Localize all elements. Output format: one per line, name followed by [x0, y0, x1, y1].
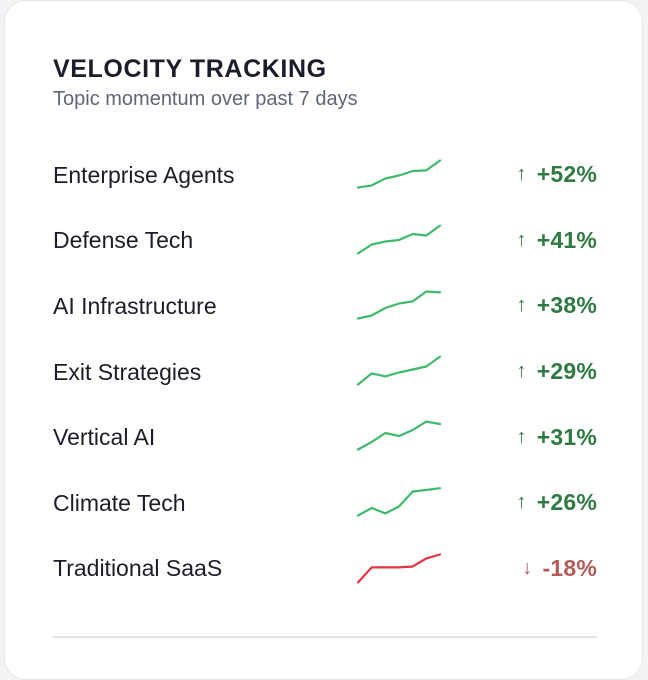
- topic-row[interactable]: Vertical AI ↑ +31%: [53, 404, 597, 470]
- card-subtitle: Topic momentum over past 7 days: [53, 88, 358, 110]
- sparkline: [356, 487, 442, 517]
- topic-label: Enterprise Agents: [53, 161, 235, 188]
- topic-row[interactable]: Defense Tech ↑ +41%: [53, 208, 597, 274]
- change-value: ↑ +38%: [517, 273, 597, 339]
- topic-row[interactable]: AI Infrastructure ↑ +38%: [53, 273, 597, 339]
- change-percent: +26%: [536, 489, 597, 516]
- card-header: VELOCITY TRACKING Topic momentum over pa…: [53, 54, 358, 112]
- sparkline-path: [356, 552, 442, 584]
- divider: [53, 636, 597, 638]
- topic-row[interactable]: Climate Tech ↑ +26%: [53, 470, 597, 536]
- sparkline: [356, 355, 442, 386]
- arrow-down-icon: ↓: [522, 556, 533, 579]
- sparkline-path: [356, 224, 442, 255]
- sparkline-path: [356, 290, 442, 320]
- change-value: ↑ +26%: [517, 470, 597, 536]
- arrow-up-icon: ↑: [516, 228, 527, 251]
- change-percent: +52%: [536, 161, 597, 188]
- sparkline: [356, 290, 442, 320]
- arrow-up-icon: ↑: [516, 360, 527, 383]
- change-percent: +41%: [536, 226, 597, 253]
- sparkline: [356, 224, 442, 255]
- sparkline: [356, 159, 442, 189]
- change-value: ↑ +52%: [517, 142, 597, 208]
- topic-row[interactable]: Enterprise Agents ↑ +52%: [53, 142, 597, 208]
- change-percent: -18%: [542, 554, 597, 581]
- topic-list: Enterprise Agents ↑ +52% Defense Tech ↑ +41% A…: [53, 142, 597, 601]
- topic-row[interactable]: Traditional SaaS ↓ -18%: [53, 536, 597, 602]
- topic-label: Vertical AI: [53, 424, 156, 451]
- velocity-tracking-card: VELOCITY TRACKING Topic momentum over pa…: [4, 0, 643, 680]
- sparkline: [356, 552, 442, 584]
- arrow-up-icon: ↑: [516, 294, 527, 317]
- topic-label: AI Infrastructure: [53, 292, 217, 319]
- change-value: ↓ -18%: [522, 536, 597, 602]
- arrow-up-icon: ↑: [516, 425, 527, 448]
- topic-label: Traditional SaaS: [53, 555, 223, 582]
- change-percent: +29%: [536, 358, 597, 385]
- sparkline-path: [356, 420, 442, 451]
- topic-row[interactable]: Exit Strategies ↑ +29%: [53, 339, 597, 405]
- change-percent: +31%: [536, 423, 597, 450]
- card-title: VELOCITY TRACKING: [53, 55, 327, 83]
- sparkline-path: [356, 159, 442, 189]
- change-value: ↑ +29%: [517, 339, 597, 405]
- change-value: ↑ +31%: [517, 404, 597, 470]
- topic-label: Climate Tech: [53, 489, 186, 516]
- sparkline-path: [356, 487, 442, 517]
- change-value: ↑ +41%: [517, 208, 597, 274]
- arrow-up-icon: ↑: [516, 163, 527, 186]
- topic-label: Defense Tech: [53, 227, 194, 254]
- sparkline: [356, 420, 442, 451]
- sparkline-path: [356, 355, 442, 386]
- arrow-up-icon: ↑: [516, 491, 527, 514]
- topic-label: Exit Strategies: [53, 358, 202, 385]
- change-percent: +38%: [536, 292, 597, 319]
